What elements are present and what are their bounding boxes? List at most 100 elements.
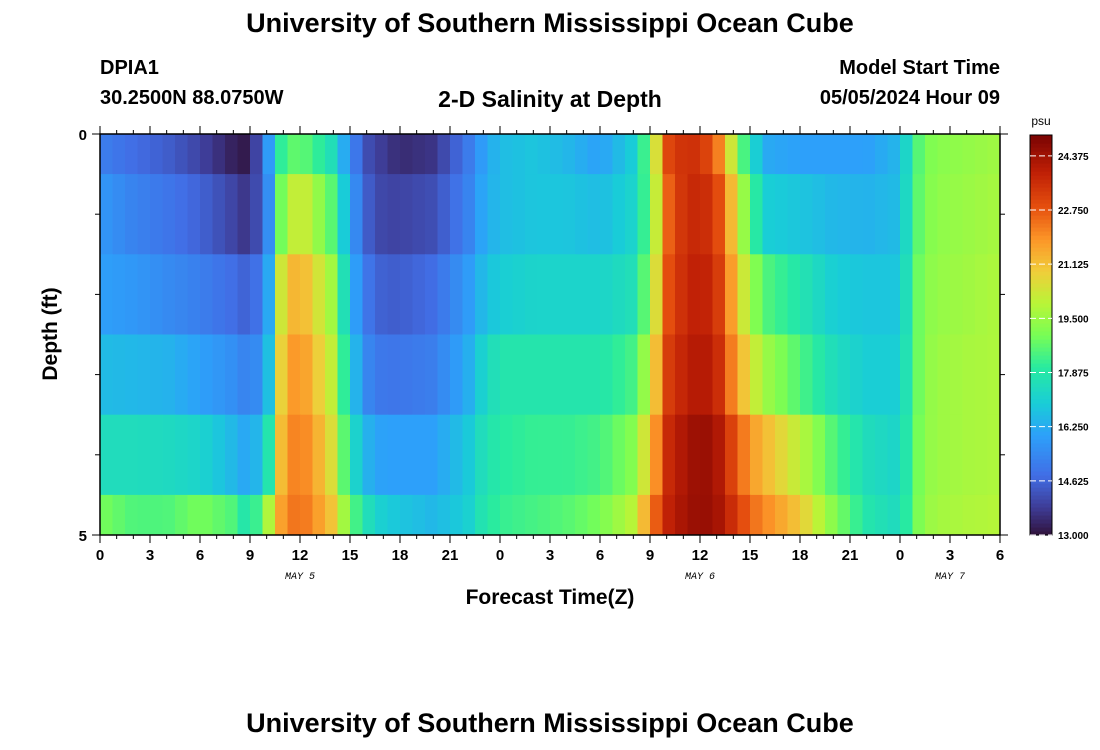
heatmap-cell xyxy=(175,254,189,335)
heatmap-cell xyxy=(375,174,389,255)
colorbar-segment xyxy=(1030,231,1052,236)
heatmap-cell xyxy=(387,494,401,535)
heatmap-cell xyxy=(900,334,914,416)
heatmap-cell xyxy=(137,254,151,335)
heatmap-cell xyxy=(537,174,551,255)
heatmap-cell xyxy=(237,254,251,335)
heatmap-cell xyxy=(512,254,526,335)
heatmap-cell xyxy=(200,494,214,535)
x-tick-label: 3 xyxy=(146,547,154,564)
colorbar-segment xyxy=(1030,459,1052,464)
heatmap-cell xyxy=(287,494,301,535)
heatmap-cell xyxy=(625,174,639,255)
heatmap-cell xyxy=(837,174,851,255)
heatmap-cell xyxy=(162,174,176,255)
heatmap-cell xyxy=(475,334,489,416)
station-id: DPIA1 xyxy=(100,57,159,79)
heatmap-cell xyxy=(937,494,951,535)
heatmap-cell xyxy=(287,254,301,335)
heatmap-cell xyxy=(962,414,976,496)
heatmap-cell xyxy=(275,494,289,535)
heatmap-cell xyxy=(412,494,426,535)
heatmap-cell xyxy=(800,174,814,255)
heatmap-cell xyxy=(787,494,801,535)
heatmap-cell xyxy=(975,414,989,496)
colorbar-segment xyxy=(1030,203,1052,208)
heatmap-cell xyxy=(575,254,589,335)
heatmap-cell xyxy=(125,494,139,535)
colorbar-segment xyxy=(1030,243,1052,248)
colorbar-segment xyxy=(1030,319,1052,324)
heatmap-cell xyxy=(525,494,539,535)
heatmap-cell xyxy=(687,174,701,255)
heatmap-cell xyxy=(662,134,676,175)
colorbar-segment xyxy=(1030,363,1052,368)
heatmap-cell xyxy=(362,494,376,535)
heatmap-cell xyxy=(212,254,226,335)
heatmap-cell xyxy=(787,174,801,255)
heatmap-cell xyxy=(537,254,551,335)
heatmap-cell xyxy=(762,174,776,255)
heatmap-cell xyxy=(462,174,476,255)
heatmap-cell xyxy=(537,334,551,416)
heatmap-cell xyxy=(262,254,276,335)
heatmap-cell xyxy=(562,254,576,335)
heatmap-cell xyxy=(425,174,439,255)
heatmap-cell xyxy=(787,334,801,416)
heatmap-cell xyxy=(462,494,476,535)
colorbar-segment xyxy=(1030,423,1052,428)
heatmap-cell xyxy=(425,334,439,416)
heatmap-cell xyxy=(362,254,376,335)
heatmap-cell xyxy=(437,494,451,535)
colorbar-segment xyxy=(1030,335,1052,340)
heatmap-cell xyxy=(937,254,951,335)
heatmap-cell xyxy=(900,494,914,535)
heatmap-cell xyxy=(450,414,464,496)
heatmap-cell xyxy=(975,174,989,255)
heatmap-cell xyxy=(837,254,851,335)
colorbar-segment xyxy=(1030,223,1052,228)
heatmap-cell xyxy=(100,494,114,535)
heatmap-cell xyxy=(275,414,289,496)
heatmap-cell xyxy=(812,254,826,335)
heatmap-cell xyxy=(362,414,376,496)
heatmap-cell xyxy=(400,414,414,496)
heatmap-cell xyxy=(200,254,214,335)
heatmap-cell xyxy=(975,254,989,335)
colorbar-segment xyxy=(1030,439,1052,444)
heatmap-cell xyxy=(625,134,639,175)
x-tick-label: 12 xyxy=(692,547,709,564)
heatmap-cell xyxy=(112,334,126,416)
heatmap-cell xyxy=(737,334,751,416)
heatmap-cell xyxy=(587,494,601,535)
heatmap-cell xyxy=(712,414,726,496)
heatmap-cell xyxy=(712,334,726,416)
heatmap-cell xyxy=(550,334,564,416)
heatmap-cell xyxy=(950,494,964,535)
colorbar-segment xyxy=(1030,331,1052,336)
heatmap-cell xyxy=(387,414,401,496)
heatmap xyxy=(100,134,1000,535)
heatmap-cell xyxy=(425,494,439,535)
heatmap-cell xyxy=(887,174,901,255)
heatmap-cell xyxy=(512,134,526,175)
heatmap-cell xyxy=(550,134,564,175)
colorbar-segment xyxy=(1030,475,1052,480)
x-tick-label: 3 xyxy=(546,547,554,564)
heatmap-cell xyxy=(750,134,764,175)
heatmap-cell xyxy=(112,174,126,255)
heatmap-cell xyxy=(912,494,926,535)
heatmap-cell xyxy=(375,494,389,535)
colorbar-segment xyxy=(1030,339,1052,344)
heatmap-cell xyxy=(112,494,126,535)
heatmap-cell xyxy=(375,334,389,416)
heatmap-cell xyxy=(300,134,314,175)
heatmap-cell xyxy=(700,134,714,175)
heatmap-cell xyxy=(637,134,651,175)
heatmap-cell xyxy=(312,174,326,255)
colorbar-segment xyxy=(1030,199,1052,204)
heatmap-cell xyxy=(812,414,826,496)
heatmap-cell xyxy=(437,134,451,175)
heatmap-cell xyxy=(575,494,589,535)
colorbar-tick-label: 13.000 xyxy=(1058,531,1089,542)
